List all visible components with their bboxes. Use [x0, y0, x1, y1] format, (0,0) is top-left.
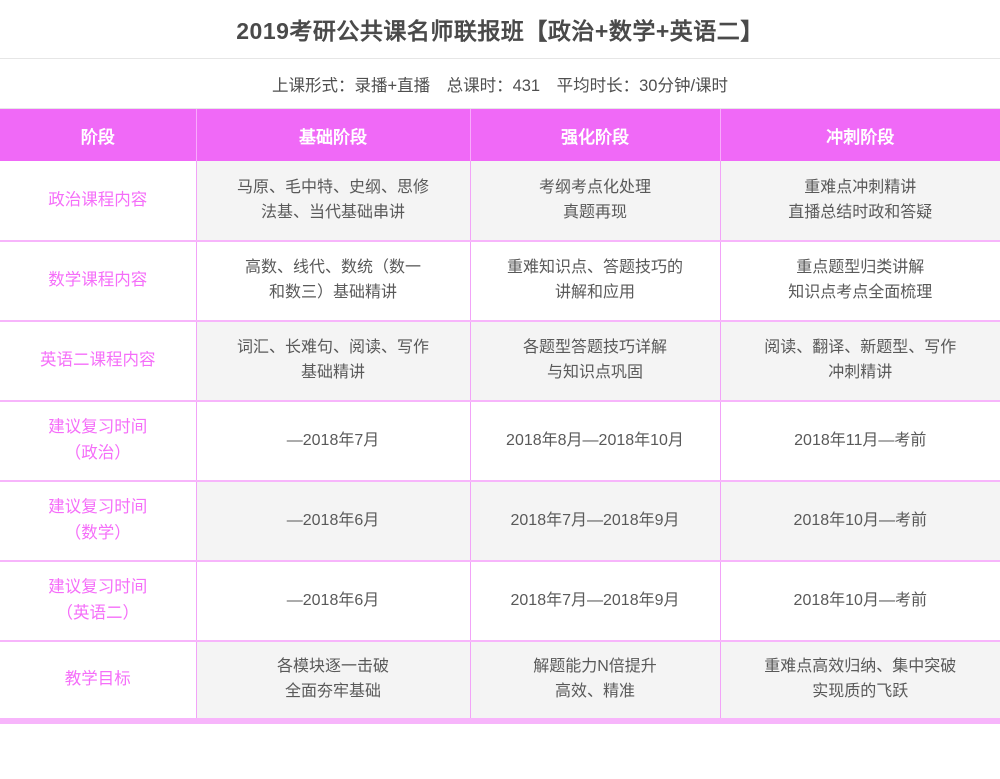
table-row: 数学课程内容 高数、线代、数统（数一 和数三）基础精讲 重难知识点、答题技巧的 讲解… [0, 241, 1000, 322]
column-header-foundation: 基础阶段 [196, 109, 471, 161]
table-cell: —2018年6月 [196, 481, 471, 562]
table-cell: 阅读、翻译、新题型、写作 冲刺精讲 [720, 321, 1000, 402]
table-cell: 各模块逐一击破 全面夯牢基础 [196, 641, 471, 724]
table-row: 建议复习时间 （数学） —2018年6月 2018年7月—2018年9月 2018年1… [0, 481, 1000, 562]
table-cell: 2018年8月—2018年10月 [470, 401, 721, 482]
table-body: 政治课程内容 马原、毛中特、史纲、思修 法基、当代基础串讲 考纲考点化处理 真题再现… [0, 161, 1000, 724]
course-meta-bar: 上课形式：录播+直播 总课时：431 平均时长：30分钟/课时 [0, 58, 1000, 109]
row-label: 建议复习时间 （英语二） [0, 561, 197, 642]
table-row: 建议复习时间 （英语二） —2018年6月 2018年7月—2018年9月 2018年… [0, 561, 1000, 642]
table-cell: 重难知识点、答题技巧的 讲解和应用 [470, 241, 721, 322]
table-header: 阶段 基础阶段 强化阶段 冲刺阶段 [0, 109, 1000, 161]
table-cell: —2018年7月 [196, 401, 471, 482]
table-cell: 2018年7月—2018年9月 [470, 481, 721, 562]
course-meta-text: 上课形式：录播+直播 总课时：431 平均时长：30分钟/课时 [271, 76, 729, 95]
row-label: 建议复习时间 （政治） [0, 401, 197, 482]
course-stage-table: 阶段 基础阶段 强化阶段 冲刺阶段 政治课程内容 马原、毛中特、史纲、思修 法基、… [0, 109, 1000, 724]
row-label: 教学目标 [0, 641, 197, 724]
column-header-stage: 阶段 [0, 109, 197, 161]
row-label: 建议复习时间 （数学） [0, 481, 197, 562]
table-cell: 2018年7月—2018年9月 [470, 561, 721, 642]
table-cell: 解题能力N倍提升 高效、精准 [470, 641, 721, 724]
row-label: 英语二课程内容 [0, 321, 197, 402]
table-cell: 重难点高效归纳、集中突破 实现质的飞跃 [720, 641, 1000, 724]
table-cell: 2018年10月—考前 [720, 561, 1000, 642]
column-header-intensive: 强化阶段 [470, 109, 721, 161]
page-title-bar: 2019考研公共课名师联报班【政治+数学+英语二】 [0, 0, 1000, 58]
table-cell: 重点题型归类讲解 知识点考点全面梳理 [720, 241, 1000, 322]
table-cell: 词汇、长难句、阅读、写作 基础精讲 [196, 321, 471, 402]
table-row: 政治课程内容 马原、毛中特、史纲、思修 法基、当代基础串讲 考纲考点化处理 真题再现… [0, 161, 1000, 242]
row-label: 数学课程内容 [0, 241, 197, 322]
table-header-row: 阶段 基础阶段 强化阶段 冲刺阶段 [0, 109, 1000, 161]
table-cell: 马原、毛中特、史纲、思修 法基、当代基础串讲 [196, 161, 471, 242]
table-cell: 各题型答题技巧详解 与知识点巩固 [470, 321, 721, 402]
column-header-sprint: 冲刺阶段 [720, 109, 1000, 161]
page-title: 2019考研公共课名师联报班【政治+数学+英语二】 [236, 18, 764, 44]
table-cell: 2018年10月—考前 [720, 481, 1000, 562]
table-row: 英语二课程内容 词汇、长难句、阅读、写作 基础精讲 各题型答题技巧详解 与知识点巩固… [0, 321, 1000, 402]
table-row: 教学目标 各模块逐一击破 全面夯牢基础 解题能力N倍提升 高效、精准 重难点高效归纳、… [0, 641, 1000, 724]
row-label: 政治课程内容 [0, 161, 197, 242]
table-row: 建议复习时间 （政治） —2018年7月 2018年8月—2018年10月 2018年… [0, 401, 1000, 482]
table-cell: 考纲考点化处理 真题再现 [470, 161, 721, 242]
table-cell: 重难点冲刺精讲 直播总结时政和答疑 [720, 161, 1000, 242]
table-cell: 2018年11月—考前 [720, 401, 1000, 482]
table-cell: —2018年6月 [196, 561, 471, 642]
table-cell: 高数、线代、数统（数一 和数三）基础精讲 [196, 241, 471, 322]
